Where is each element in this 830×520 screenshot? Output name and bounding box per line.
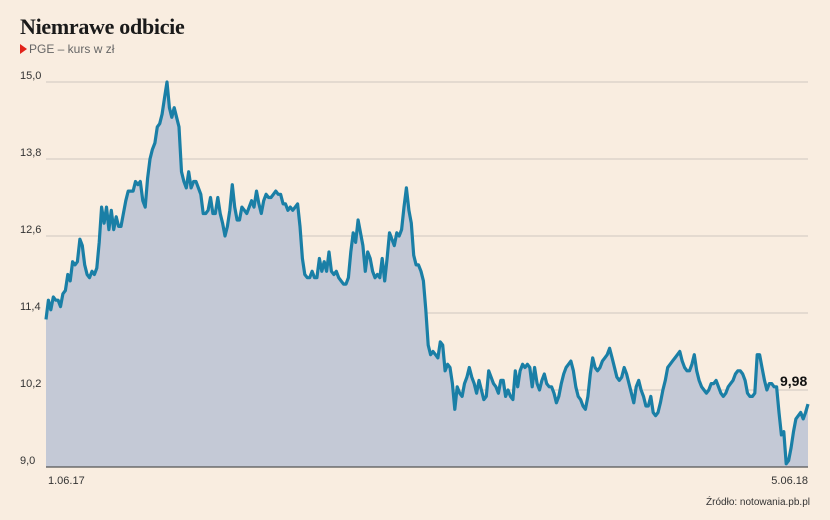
x-tick-start: 1.06.17 [48, 475, 85, 487]
price-line [44, 80, 810, 466]
chart-title: Niemrawe odbicie [20, 14, 185, 39]
y-tick-labels: 15,0 13,8 12,6 11,4 10,2 9,0 [20, 70, 41, 467]
y-tick-label: 15,0 [20, 70, 41, 82]
y-tick-label: 12,6 [20, 224, 41, 236]
y-tick-label: 11,4 [20, 301, 41, 313]
x-tick-end: 5.06.18 [771, 475, 808, 487]
y-tick-label: 10,2 [20, 378, 41, 390]
y-tick-label: 9,0 [20, 455, 35, 467]
chart-subtitle: PGE – kurs w zł [20, 42, 114, 56]
subtitle-text: PGE – kurs w zł [29, 42, 115, 56]
triangle-bullet-icon [20, 44, 27, 54]
source-note: Źródło: notowania.pb.pl [706, 497, 810, 508]
last-value-label: 9,98 [780, 373, 807, 389]
price-area [46, 82, 808, 467]
y-tick-label: 13,8 [20, 147, 41, 159]
